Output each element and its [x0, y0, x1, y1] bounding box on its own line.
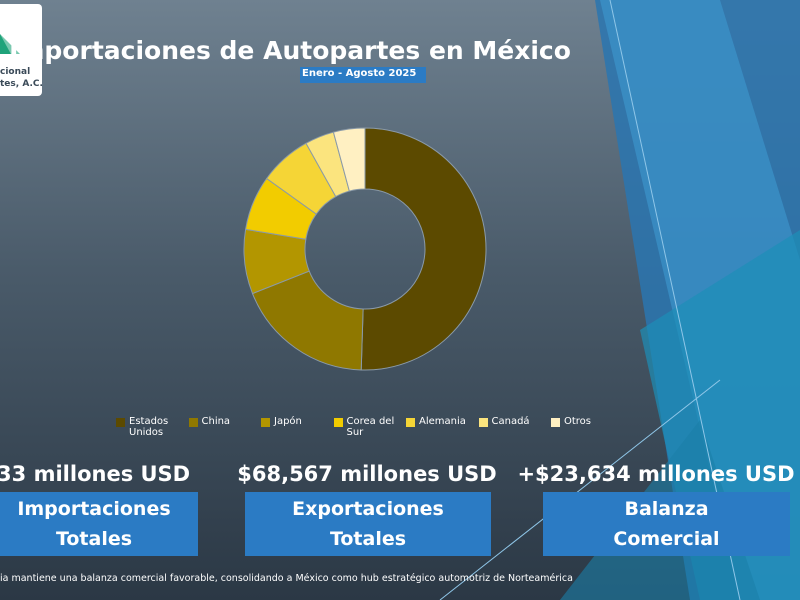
- legend-swatch: [551, 418, 560, 427]
- legend-entry: Canadá: [478, 416, 549, 427]
- legend-swatch: [478, 418, 488, 427]
- kpi-label: Exportaciones: [292, 498, 444, 520]
- legend-entry: Japón: [261, 416, 331, 427]
- title: Importaciones de Autopartes en México: [9, 36, 571, 65]
- logo-text: tes, A.C.: [0, 79, 43, 89]
- legend-entry: China: [188, 416, 259, 427]
- logo-icon: [0, 34, 22, 56]
- kpi-label: Comercial: [613, 528, 720, 550]
- donut-segment: [332, 127, 366, 192]
- kpi-label: Totales: [55, 528, 133, 550]
- footer: ia mantiene una balanza comercial favora…: [0, 573, 573, 584]
- legend-label: Otros: [564, 416, 592, 427]
- kpi-box: Importaciones Totales: [0, 492, 198, 556]
- legend-swatch: [116, 418, 125, 427]
- legend-entry: Otros: [551, 416, 621, 427]
- shape-line: [439, 379, 721, 600]
- kpi-box: Balanza Comercial: [543, 492, 790, 556]
- legend-label: China: [201, 416, 231, 427]
- legend-label: Canadá: [491, 416, 530, 427]
- legend-label: Estados Unidos: [129, 416, 169, 438]
- legend-label: Japón: [274, 416, 302, 427]
- kpi-value: $68,567 millones USD: [237, 462, 497, 486]
- logo-text: cional: [0, 67, 31, 77]
- kpi-value: +$23,634 millones USD: [517, 462, 795, 486]
- kpi-value: 4,933 millones USD: [0, 462, 191, 486]
- kpi-label: Importaciones: [17, 498, 171, 520]
- kpi-box: Exportaciones Totales: [245, 492, 491, 556]
- kpi-label: Totales: [329, 528, 407, 550]
- donut-segment: [360, 127, 487, 371]
- kpi-label: Balanza: [624, 498, 709, 520]
- legend-label: Alemania: [419, 416, 466, 427]
- logo: cional tes, A.C.: [0, 4, 43, 96]
- donut-segment: [251, 270, 364, 371]
- legend-entry: Estados Unidos: [116, 416, 186, 438]
- legend-entry: Corea del Sur: [333, 416, 404, 438]
- legend-entry: Alemania: [406, 416, 476, 427]
- legend-label: Corea del Sur: [346, 416, 395, 438]
- legend-swatch: [333, 418, 343, 427]
- legend-swatch: [261, 418, 270, 427]
- legend-swatch: [188, 418, 198, 427]
- legend-swatch: [406, 418, 415, 427]
- subtitle: Enero - Agosto 2025: [300, 67, 426, 83]
